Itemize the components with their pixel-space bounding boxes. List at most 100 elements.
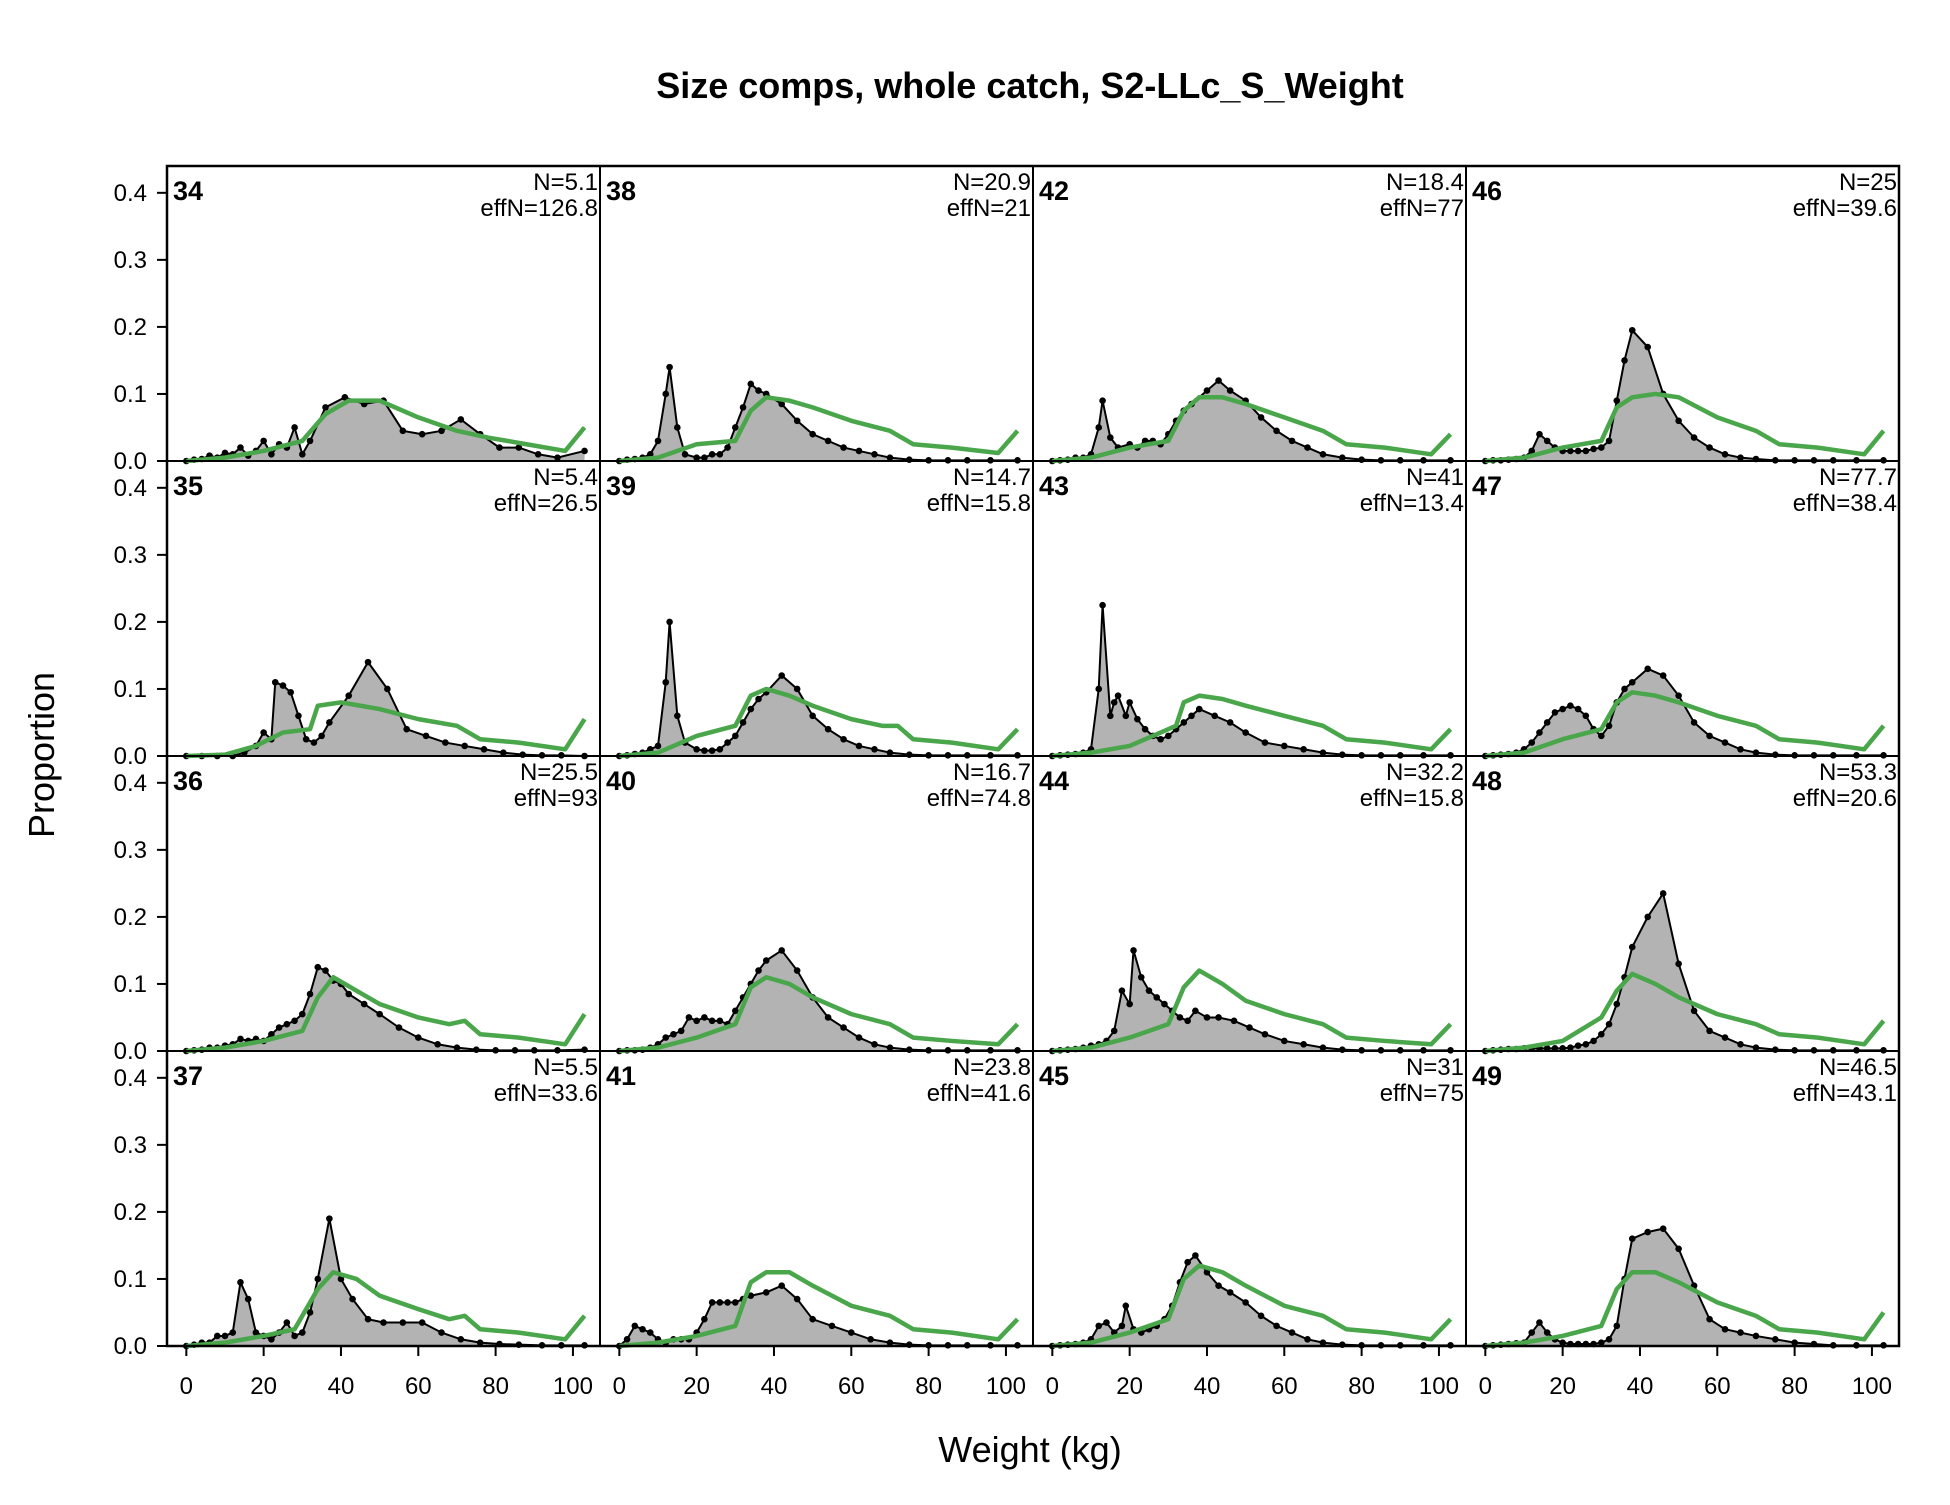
- observed-point: [646, 1329, 654, 1336]
- observed-point: [422, 732, 430, 740]
- observed-point: [1528, 739, 1536, 746]
- y-tick-label: 0.2: [114, 904, 147, 931]
- observed-point: [283, 1020, 291, 1028]
- panel-n-text: N=32.2: [1386, 759, 1464, 786]
- observed-point: [414, 1034, 422, 1041]
- observed-point: [229, 1329, 237, 1336]
- observed-point: [1605, 1335, 1613, 1343]
- observed-point: [1574, 1042, 1582, 1049]
- panel-n-text: N=53.3: [1819, 759, 1897, 786]
- y-tick-label: 0.1: [114, 1266, 147, 1293]
- observed-point: [701, 1014, 708, 1021]
- observed-point: [403, 725, 410, 733]
- x-tick-label: 60: [405, 1373, 432, 1400]
- observed-point: [809, 1315, 816, 1323]
- observed-point: [716, 1017, 724, 1025]
- observed-point: [252, 1329, 260, 1336]
- observed-point: [623, 1335, 631, 1343]
- observed-point: [1543, 1045, 1551, 1052]
- observed-point: [399, 1319, 407, 1326]
- panel-label: 48: [1472, 766, 1502, 796]
- observed-point: [747, 705, 755, 713]
- observed-point: [1582, 712, 1590, 720]
- observed-point: [1598, 1030, 1605, 1038]
- observed-area: [186, 1218, 585, 1346]
- x-tick-label: 40: [1194, 1373, 1221, 1400]
- panel-effn-text: effN=39.6: [1793, 195, 1897, 222]
- observed-point: [1226, 719, 1234, 726]
- observed-point: [693, 745, 700, 753]
- observed-point: [534, 450, 542, 458]
- observed-point: [1582, 447, 1590, 455]
- observed-point: [724, 444, 731, 451]
- panel-effn-text: effN=21: [947, 195, 1031, 222]
- observed-point: [666, 363, 673, 371]
- observed-point: [674, 712, 681, 720]
- observed-point: [1242, 729, 1249, 736]
- observed-point: [824, 725, 832, 733]
- observed-point: [345, 990, 353, 998]
- observed-point: [1230, 1017, 1238, 1025]
- observed-point: [732, 1299, 739, 1306]
- observed-point: [1628, 326, 1636, 334]
- observed-point: [886, 749, 894, 756]
- panel-n-text: N=18.4: [1386, 169, 1464, 196]
- x-tick-label: 20: [683, 1373, 710, 1400]
- observed-point: [364, 658, 372, 666]
- observed-point: [1118, 1322, 1126, 1330]
- observed-point: [1153, 994, 1161, 1001]
- observed-point: [1613, 1000, 1621, 1008]
- observed-point: [1126, 699, 1133, 706]
- observed-point: [1226, 387, 1234, 394]
- observed-point: [1737, 454, 1744, 461]
- panel-n-text: N=25: [1839, 169, 1897, 196]
- observed-point: [1621, 357, 1628, 364]
- observed-point: [418, 430, 426, 438]
- expected-line: [1485, 971, 1886, 1054]
- observed-point: [1690, 434, 1698, 441]
- observed-point: [631, 1322, 639, 1330]
- expected-line: [186, 398, 587, 464]
- x-tick-label: 100: [1419, 1373, 1459, 1400]
- observed-area: [1485, 893, 1884, 1051]
- observed-point: [793, 685, 801, 693]
- observed-line: [619, 366, 1018, 462]
- observed-point: [809, 430, 816, 438]
- observed-point: [701, 1315, 708, 1323]
- observed-point: [302, 735, 310, 743]
- observed-point: [1675, 1245, 1682, 1253]
- observed-point: [268, 450, 275, 458]
- observed-point: [399, 427, 407, 435]
- observed-point: [1613, 1322, 1621, 1330]
- observed-point: [701, 747, 708, 754]
- observed-point: [1536, 1319, 1543, 1326]
- observed-point: [716, 745, 724, 753]
- observed-point: [693, 454, 700, 461]
- x-tick-label: 80: [1781, 1373, 1808, 1400]
- observed-point: [739, 404, 747, 411]
- observed-point: [1737, 1329, 1744, 1336]
- observed-point: [1288, 437, 1296, 445]
- observed-point: [662, 678, 670, 686]
- observed-point: [1574, 447, 1582, 455]
- observed-point: [1574, 705, 1582, 713]
- observed-point: [1706, 1027, 1713, 1035]
- observed-point: [322, 404, 329, 411]
- panel-n-text: N=5.4: [533, 464, 598, 491]
- observed-point: [1215, 1014, 1222, 1021]
- observed-point: [1628, 943, 1636, 951]
- observed-point: [1095, 1322, 1103, 1330]
- observed-point: [1559, 1045, 1566, 1052]
- observed-point: [1771, 1335, 1779, 1343]
- observed-point: [1791, 1339, 1798, 1346]
- panel-label: 36: [173, 766, 203, 796]
- observed-line: [1485, 667, 1884, 757]
- observed-point: [871, 745, 878, 753]
- observed-point: [1644, 665, 1652, 673]
- observed-point: [221, 449, 229, 457]
- observed-point: [326, 719, 333, 726]
- y-tick-label: 0.4: [114, 770, 147, 797]
- observed-point: [793, 1295, 801, 1303]
